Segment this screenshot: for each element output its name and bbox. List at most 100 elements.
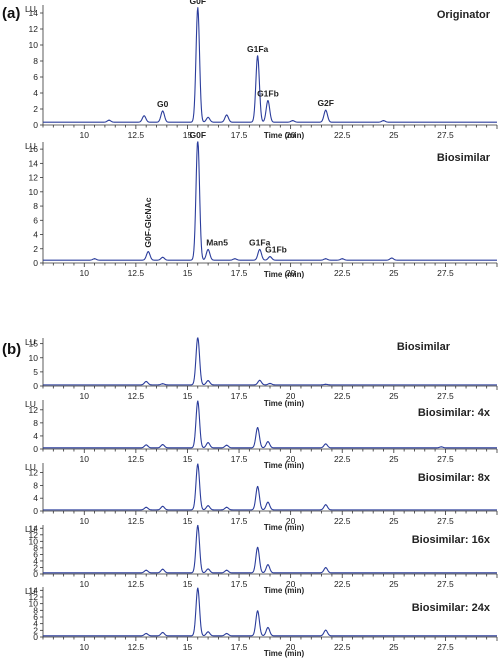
peak-apex — [147, 251, 149, 253]
y-tick-label: 12 — [29, 173, 39, 183]
y-tick-label: 12 — [29, 530, 39, 540]
y-tick-label: 4 — [33, 88, 38, 98]
x-axis-label: Time (min) — [264, 131, 305, 140]
y-tick-label: 10 — [29, 536, 39, 546]
x-tick-label: 22.5 — [334, 642, 351, 652]
y-tick-label: 4 — [33, 619, 38, 629]
x-tick-label: 27.5 — [437, 391, 454, 401]
chart-title: Biosimilar — [437, 152, 491, 164]
peak-apex — [145, 380, 147, 383]
peak-apex — [197, 141, 199, 143]
y-tick-label: 0 — [33, 444, 38, 454]
y-axis-label: LU — [25, 4, 36, 14]
peak-apex — [207, 631, 209, 633]
peak-apex — [145, 444, 147, 446]
chromatogram-trace — [42, 7, 498, 123]
x-tick-label: 22.5 — [334, 579, 351, 589]
chart-5: 10 12.5 15 17.5 20 22.5 25 27.502468101214LUTim… — [25, 523, 498, 595]
peak-apex — [207, 380, 209, 382]
peak-apex — [234, 258, 236, 260]
peak-apex — [162, 256, 164, 258]
chromatogram-trace — [42, 587, 498, 637]
peak-apex — [382, 120, 385, 122]
y-tick-label: 4 — [33, 493, 38, 503]
peak-apex — [207, 248, 209, 251]
y-tick-label: 2 — [33, 244, 38, 254]
chart-title: Biosimilar: 16x — [412, 534, 491, 546]
peak-apex — [162, 568, 164, 570]
y-axis-label: LU — [25, 462, 36, 472]
peak-apex — [197, 7, 199, 9]
y-tick-label: 4 — [33, 431, 38, 441]
panel-label-a: (a) — [2, 5, 20, 22]
chart-title: Originator — [437, 9, 491, 21]
x-tick-label: 27.5 — [437, 454, 454, 464]
chart-title: Biosimilar: 4x — [418, 407, 491, 419]
peak-label: G0F — [190, 130, 207, 140]
x-axis-label: Time (min) — [264, 461, 305, 470]
x-tick-label: 15 — [183, 130, 193, 140]
y-tick-label: 2 — [33, 625, 38, 635]
x-tick-label: 10 — [80, 579, 90, 589]
peak-apex — [267, 501, 269, 503]
x-tick-label: 27.5 — [437, 642, 454, 652]
peak-apex — [207, 442, 209, 444]
x-tick-label: 22.5 — [334, 516, 351, 526]
x-axis-label: Time (min) — [264, 270, 305, 279]
peak-apex — [325, 383, 327, 385]
peak-apex — [226, 569, 228, 571]
y-axis-label: LU — [25, 337, 36, 347]
x-tick-label: 20 — [286, 516, 296, 526]
x-tick-label: 17.5 — [231, 579, 248, 589]
x-tick-label: 10 — [80, 391, 90, 401]
peak-apex — [197, 463, 199, 465]
x-tick-label: 10 — [80, 130, 90, 140]
peak-label: G1Fa — [247, 44, 269, 54]
peak-apex — [257, 427, 259, 429]
x-tick-label: 15 — [183, 516, 193, 526]
x-tick-label: 10 — [80, 268, 90, 278]
x-tick-label: 17.5 — [231, 268, 248, 278]
x-tick-label: 25 — [389, 579, 399, 589]
peak-apex — [226, 506, 228, 508]
x-tick-label: 20 — [286, 268, 296, 278]
x-tick-label: 15 — [183, 268, 193, 278]
y-tick-label: 0 — [33, 506, 38, 516]
y-axis-label: LU — [25, 399, 36, 409]
x-tick-label: 12.5 — [128, 268, 145, 278]
x-tick-label: 27.5 — [437, 268, 454, 278]
x-tick-label: 25 — [389, 516, 399, 526]
x-tick-label: 27.5 — [437, 130, 454, 140]
y-tick-label: 14 — [29, 523, 39, 533]
peak-apex — [197, 524, 199, 527]
peak-apex — [257, 546, 259, 548]
chromatogram-trace — [42, 525, 498, 574]
peak-apex — [162, 110, 164, 112]
x-tick-label: 22.5 — [334, 454, 351, 464]
peak-label: G1Fa — [249, 238, 271, 248]
peak-apex — [259, 248, 261, 251]
y-tick-label: 0 — [33, 120, 38, 130]
x-tick-label: 27.5 — [437, 579, 454, 589]
x-tick-label: 17.5 — [231, 391, 248, 401]
x-tick-label: 12.5 — [128, 516, 145, 526]
y-tick-label: 2 — [33, 104, 38, 114]
y-tick-label: 4 — [33, 556, 38, 566]
peak-label: Man5 — [206, 238, 228, 248]
x-tick-label: 15 — [183, 642, 193, 652]
x-tick-label: 15 — [183, 454, 193, 464]
peak-apex — [257, 55, 259, 57]
x-axis-label: Time (min) — [264, 399, 305, 408]
chromatogram-trace — [42, 463, 498, 511]
chart-panels: 10 12.5 15 17.5 20 22.5 25 27.502468101214LUTim… — [25, 0, 498, 658]
peak-label: G1Fb — [265, 245, 287, 255]
x-tick-label: 22.5 — [334, 130, 351, 140]
x-tick-label: 20 — [286, 454, 296, 464]
y-tick-label: 0 — [33, 381, 38, 391]
chart-title: Biosimilar — [397, 341, 451, 353]
peak-apex — [325, 629, 327, 631]
peak-apex — [325, 504, 327, 506]
